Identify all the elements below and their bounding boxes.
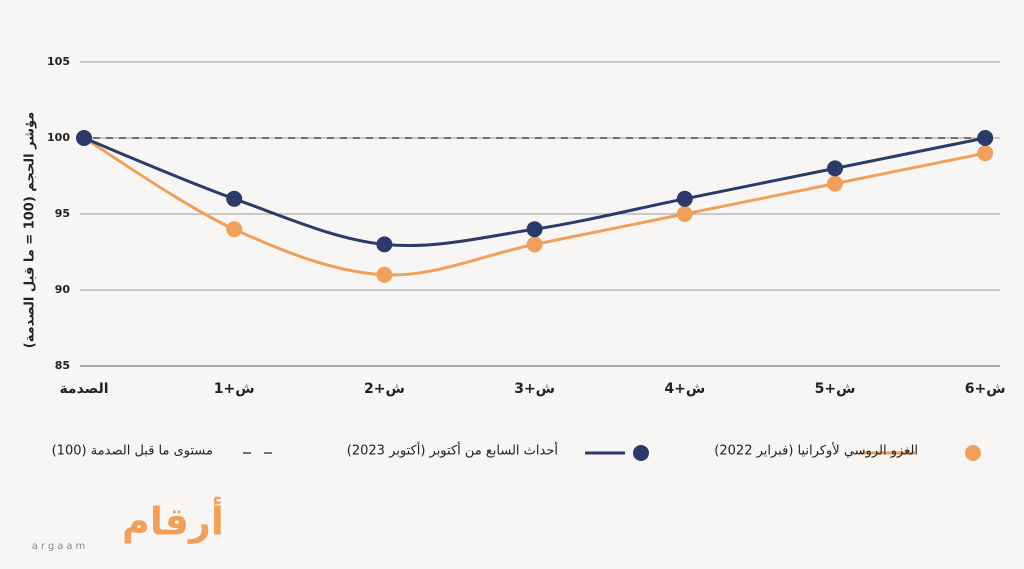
logo-subtitle: argaam <box>32 541 88 552</box>
data-point <box>977 145 994 162</box>
x-tick-label: ش+4 <box>664 381 705 397</box>
legend-marker <box>633 445 649 461</box>
x-tick-label: ش+3 <box>514 381 555 397</box>
y-tick-label: 90 <box>55 283 71 296</box>
legend-marker <box>965 445 981 461</box>
y-tick-label: 105 <box>47 55 70 68</box>
legend-label: مستوى ما قبل الصدمة (100) <box>52 444 213 459</box>
x-tick-label: ش+1 <box>214 381 255 397</box>
data-point <box>676 190 693 207</box>
data-point <box>977 130 994 146</box>
data-point <box>376 266 393 283</box>
y-axis-label: مؤشر الحجم (100 = ما قبل الصدمة) <box>23 112 38 348</box>
data-point <box>376 236 393 253</box>
x-tick-label: ش+5 <box>815 381 856 397</box>
x-tick-label: ش+6 <box>965 381 1006 397</box>
y-tick-label: 85 <box>55 359 70 372</box>
y-tick-label: 95 <box>55 207 70 220</box>
x-tick-label: ش+2 <box>364 381 405 397</box>
data-point <box>226 221 243 238</box>
data-point <box>226 190 243 207</box>
logo-name: أرقام <box>122 497 224 545</box>
data-point <box>827 175 843 192</box>
data-point <box>526 236 543 253</box>
y-tick-label: 100 <box>47 131 70 144</box>
data-point <box>676 206 693 222</box>
data-point <box>526 221 543 238</box>
data-point <box>76 130 92 146</box>
legend-label: الغزو الروسي لأوكرانيا (فبراير 2022) <box>714 442 918 459</box>
legend-label: أحداث السابع من أكتوبر (أكتوبر 2023) <box>347 442 558 459</box>
x-tick-label: الصدمة <box>59 381 108 397</box>
data-point <box>827 160 843 177</box>
